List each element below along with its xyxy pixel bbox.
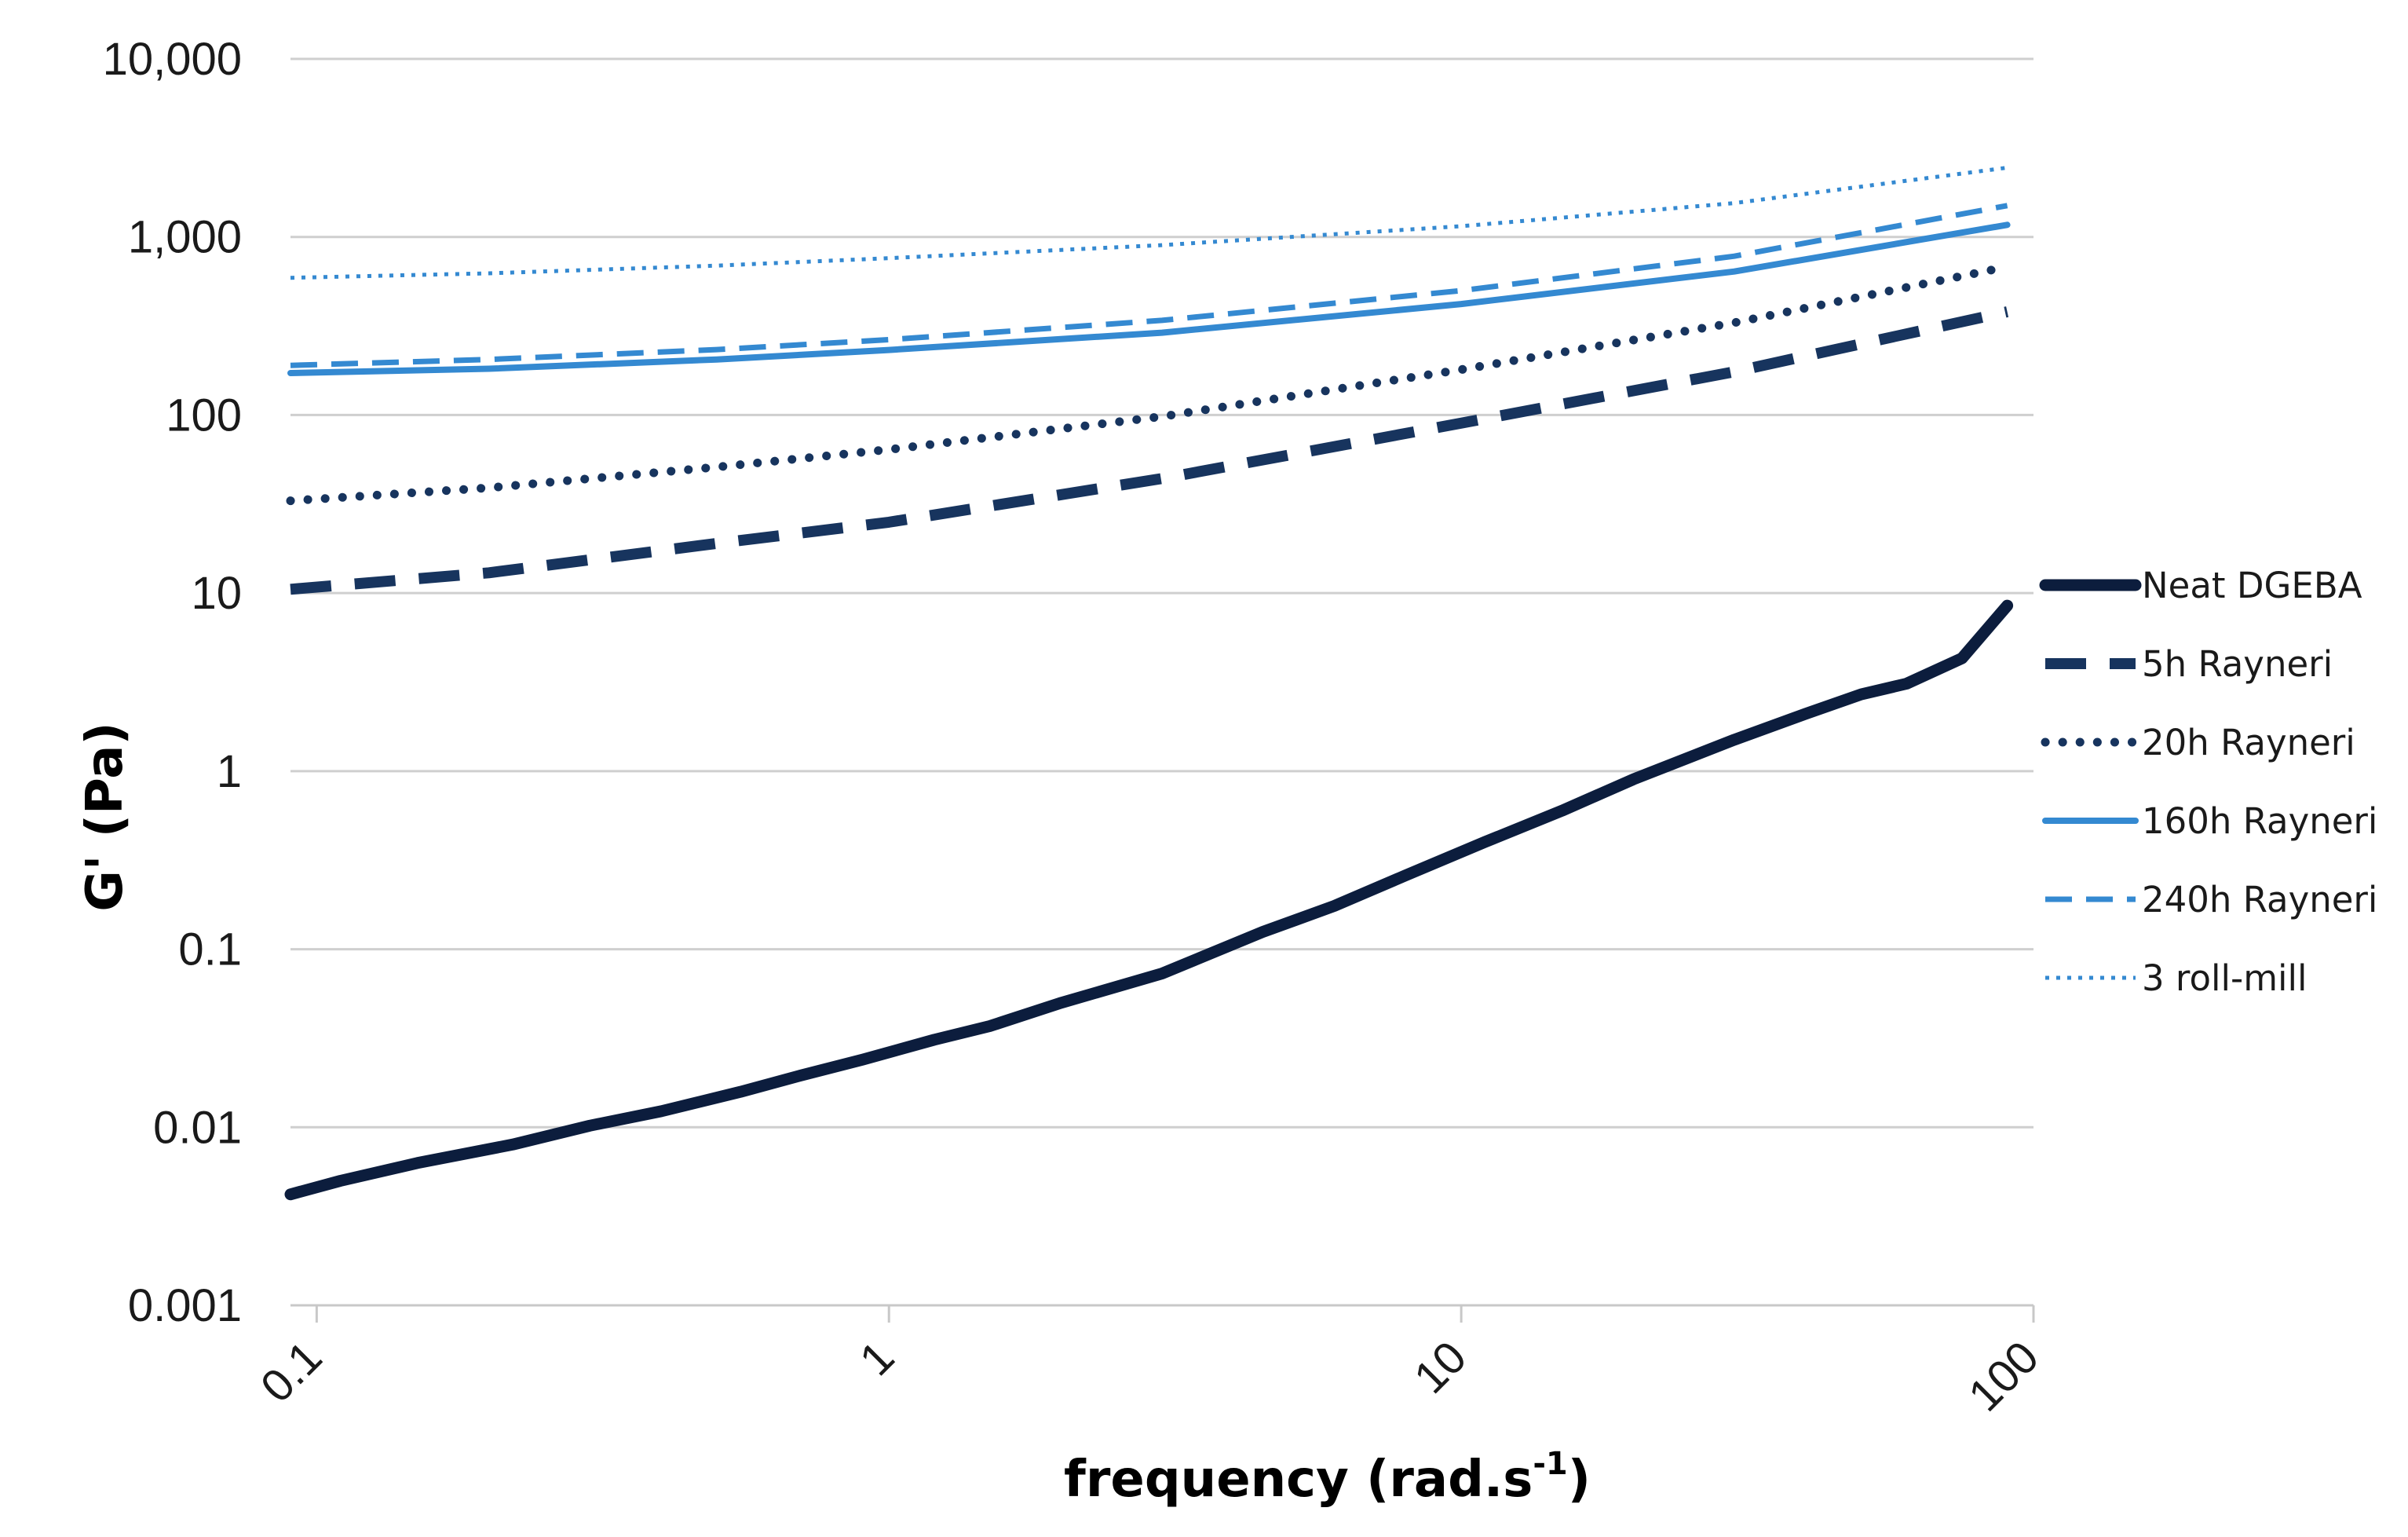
series-line-20h-rayneri [286,262,2012,506]
legend-label-240h-rayneri: 240h Rayneri [2142,879,2377,920]
legend-label-neat-dgeba: Neat DGEBA [2142,565,2362,606]
gridlines [290,57,2033,1129]
legend: Neat DGEBA 5h Rayneri 20h Rayneri 160h Rayn… [2039,565,2377,999]
series-lines [284,166,2014,1201]
series-line-160h-rayneri [287,221,2011,376]
x-axis-title-main: frequency (rad.s [1064,1451,1533,1509]
y-tick-label: 100 [166,390,242,441]
y-tick-label: 1 [217,746,242,797]
series-line-5h-rayneri [290,306,2009,595]
series-line-3-roll-mill [290,166,2008,280]
x-axis-title: frequency (rad.s-1) [1064,1446,1591,1509]
x-tick-label: 100 [1959,1331,2048,1421]
series-line-neat-dgeba [284,599,2014,1201]
y-tick-labels: 0.001 0.01 0.1 1 10 100 1,000 10,000 [103,34,242,1331]
y-axis-title: G' (Pa) [76,722,134,911]
y-tick-label: 10,000 [103,34,242,85]
legend-label-5h-rayneri: 5h Rayneri [2142,643,2333,685]
legend-label-20h-rayneri: 20h Rayneri [2142,722,2355,763]
axes [290,1304,2035,1323]
x-axis-title-close: ) [1568,1451,1591,1509]
y-tick-label: 0.01 [153,1102,242,1153]
series-line-240h-rayneri [290,203,2008,368]
x-axis-title-superscript: -1 [1533,1446,1567,1482]
x-tick-labels: 0.1 1 10 100 [251,1331,2049,1421]
x-tick-label: 1 [850,1331,904,1385]
y-tick-label: 0.001 [128,1280,242,1331]
x-tick-label: 10 [1405,1331,1477,1403]
y-tick-label: 1,000 [128,212,242,263]
legend-label-3-roll-mill: 3 roll-mill [2142,957,2308,999]
y-tick-label: 10 [191,568,242,619]
legend-label-160h-rayneri: 160h Rayneri [2142,800,2377,842]
x-tick-label: 0.1 [251,1331,332,1412]
y-tick-label: 0.1 [178,924,242,975]
